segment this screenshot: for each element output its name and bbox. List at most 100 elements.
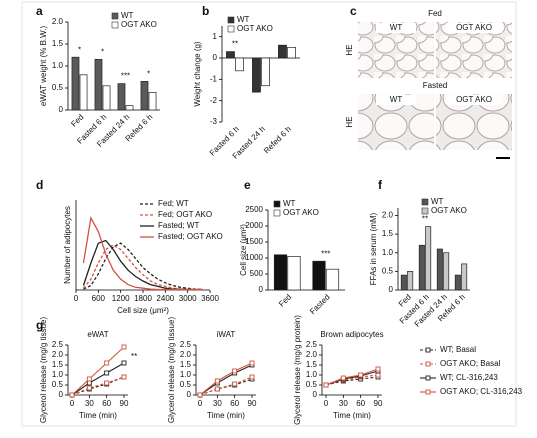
data-point [375,366,381,372]
y-axis-label: Weight change (g) [193,41,202,107]
data-point [232,381,238,387]
y-tick-label: 0.5 [52,380,64,389]
y-axis-label: FFAs in serum (mM) [369,212,378,285]
y-tick-label: 1.5 [382,229,394,238]
histology-column: OGT AKO [456,95,492,104]
data-line [199,362,253,396]
legend-label: OGT AKO; CL-316,243 [440,387,523,396]
data-point [121,374,127,380]
x-axis-label: Time (min) [79,411,117,420]
legend-label: Fed; WT [158,199,189,208]
x-axis-label: Time (min) [333,411,371,420]
bar [125,105,134,111]
significance: * [147,70,150,79]
y-tick-label: 2.0 [382,211,394,220]
y-tick-label: -3 [210,117,218,126]
panel-title: eWAT [87,330,108,339]
panel-label: b [202,4,209,18]
legend-swatch [421,207,429,215]
y-tick-label: 1.5 [52,360,64,369]
legend-label: OGT AKO; Basal [440,359,501,368]
legend-swatch [273,209,281,217]
bar [287,256,301,291]
y-tick-label: 0 [313,390,318,399]
data-point [214,378,220,384]
data-line [325,368,379,386]
significance: * [101,48,104,57]
legend-label: Fasted; OGT AKO [158,232,223,241]
legend-label: OGT AKO [283,208,319,217]
bar [436,248,443,291]
data-line [71,346,125,396]
data-point [249,360,255,366]
legend-swatch [111,12,119,20]
bar [79,74,88,111]
y-tick-label: 1.0 [306,370,318,379]
x-tick-label: 60 [102,399,111,408]
data-point [86,376,92,382]
data-line [71,362,125,396]
y-tick-label: 0 [213,53,218,62]
data-point [358,372,364,378]
y-tick-label: 1.0 [382,248,394,257]
bar [278,44,287,59]
y-axis-label: eWAT weight (% B.W.) [39,26,48,107]
legend-marker [425,375,431,381]
y-tick-label: -2 [210,96,218,105]
data-line [82,244,203,291]
bar [312,260,326,291]
x-tick-label: 0 [70,399,75,408]
bar [443,252,450,291]
panel-label: f [378,178,383,192]
bar [71,56,80,111]
significance: *** [321,249,330,258]
bar [235,57,244,72]
data-point [214,386,220,392]
x-axis-label: Time (min) [207,411,245,420]
panel-title: Brown adipocytes [320,330,383,339]
panel-label: g [36,318,43,332]
data-point [323,382,329,388]
x-tick-label: 30 [213,399,222,408]
y-axis-label: Cell size (μm²) [239,224,248,276]
bar [273,254,288,291]
x-tick-label: 1800 [134,294,152,303]
legend-swatch [111,21,119,29]
histology-title: Fasted [423,81,447,90]
bar [261,57,270,87]
y-axis-label: Glycerol release (mg/g protein) [293,315,302,425]
y-axis-label: Glycerol release (mg/g tissue) [39,317,48,424]
y-tick-label: 0 [389,285,394,294]
bar [407,271,414,291]
panel-label: e [244,178,251,192]
x-tick-label: 60 [230,399,239,408]
data-point [197,392,203,398]
y-tick-label: 2.0 [52,17,64,26]
bar [325,268,340,291]
legend-marker [425,389,431,395]
data-point [232,368,238,374]
y-tick-label: 2.0 [180,350,192,359]
legend-label: OGT AKO [431,206,467,215]
y-tick-label: 0.5 [306,380,318,389]
image-label-bg [376,95,416,105]
x-tick-label: 600 [92,294,106,303]
y-tick-label: 1000 [245,253,263,262]
y-tick-label: 2000 [245,221,263,230]
y-tick-label: 1500 [245,237,263,246]
y-tick-label: 1.5 [306,360,318,369]
data-point [121,360,127,366]
y-tick-label: 1 [213,32,218,41]
data-line [325,376,379,386]
bar [94,59,103,111]
panel-label: a [36,4,43,18]
y-axis-label: Glycerol release (mg/g tissue) [167,317,176,424]
bar [117,83,126,111]
data-point [121,344,127,350]
bar [102,85,111,111]
legend-marker [425,361,431,367]
bar [226,51,235,59]
y-tick-label: 0.5 [382,266,394,275]
histology-column: WT [390,95,403,104]
data-point [104,360,110,366]
